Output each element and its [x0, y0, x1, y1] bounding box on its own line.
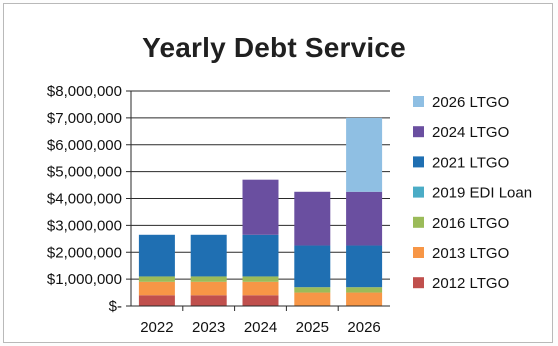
bar-segment — [346, 245, 383, 288]
chart-title: Yearly Debt Service — [142, 32, 406, 63]
y-tick-label: $3,000,000 — [47, 217, 122, 234]
bar-segment — [294, 292, 331, 306]
bar-segment — [138, 234, 175, 277]
legend-label: 2026 LTGO — [432, 94, 509, 111]
legend-swatch — [413, 277, 424, 289]
bar-segment — [346, 287, 383, 293]
legend-label: 2016 LTGO — [432, 215, 509, 232]
bar-segment — [190, 276, 227, 282]
bar-segment — [190, 295, 227, 306]
x-tick-label: 2026 — [347, 319, 380, 336]
y-tick-label: $2,000,000 — [47, 244, 122, 261]
chart-canvas: $- $1,000,000 $2,000,000 $3,000,000 $4,000,0… — [47, 83, 532, 336]
bar-segment — [242, 179, 279, 235]
legend-label: 2012 LTGO — [432, 275, 509, 292]
y-tick-label: $5,000,000 — [47, 164, 122, 181]
bar-segment — [190, 281, 227, 296]
x-tick-label: 2022 — [140, 319, 173, 336]
y-tick-label: $- — [109, 298, 122, 315]
y-tick-label: $7,000,000 — [47, 110, 122, 127]
legend-label: 2021 LTGO — [432, 154, 509, 171]
chart-frame: Yearly Debt Service $- $1,000,000 $2,000,0… — [3, 3, 553, 343]
y-tick-label: $4,000,000 — [47, 191, 122, 208]
bar-segment — [294, 245, 331, 288]
bar-segment — [242, 276, 279, 282]
bars — [138, 117, 383, 306]
bar-segment — [138, 281, 175, 296]
x-tick-label: 2023 — [192, 319, 225, 336]
x-tick-label: 2024 — [244, 319, 277, 336]
x-tick-label: 2025 — [296, 319, 329, 336]
legend: 2026 LTGO 2024 LTGO 2021 LTGO 2019 EDI Loan… — [413, 94, 532, 292]
bar-segment — [294, 191, 331, 246]
legend-swatch — [413, 216, 424, 228]
bar-segment — [138, 276, 175, 282]
y-tick-label: $1,000,000 — [47, 271, 122, 288]
legend-swatch — [413, 96, 424, 107]
y-tick-label: $8,000,000 — [47, 83, 122, 100]
legend-swatch — [413, 247, 424, 258]
bar-segment — [346, 191, 383, 246]
legend-label: 2024 LTGO — [432, 124, 509, 141]
legend-swatch — [413, 156, 424, 168]
bar-segment — [242, 281, 279, 296]
bar-segment — [346, 117, 383, 192]
bar-segment — [242, 295, 279, 306]
y-tick-label: $6,000,000 — [47, 137, 122, 154]
bar-segment — [138, 295, 175, 306]
bar-segment — [242, 234, 279, 277]
legend-label: 2013 LTGO — [432, 245, 509, 262]
legend-swatch — [413, 126, 424, 138]
bar-segment — [346, 292, 383, 306]
legend-label: 2019 EDI Loan — [432, 185, 532, 202]
axes: $- $1,000,000 $2,000,000 $3,000,000 $4,000,0… — [47, 83, 390, 336]
bar-segment — [190, 234, 227, 277]
legend-swatch — [413, 186, 424, 198]
bar-segment — [294, 287, 331, 293]
